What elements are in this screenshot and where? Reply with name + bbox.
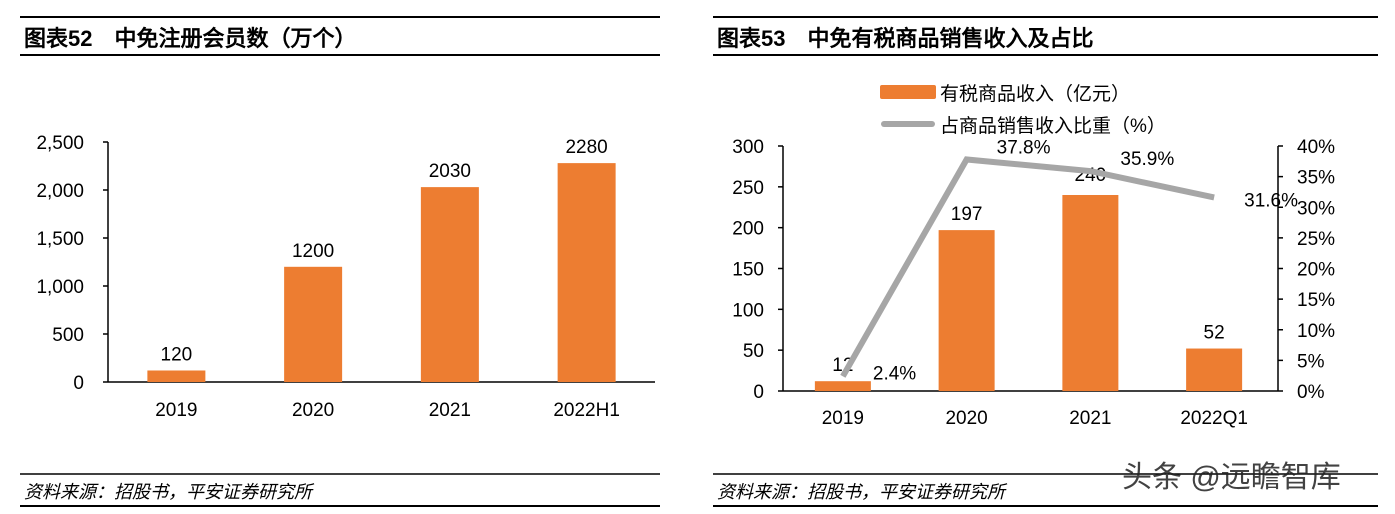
c1-title: 图表52 中免注册会员数（万个）: [24, 26, 356, 51]
c1-y-tick-label: 1,500: [36, 229, 84, 250]
c2-line-data-label: 2.4%: [873, 363, 916, 384]
c1-data-label: 1200: [292, 241, 334, 262]
c2-left-tick-label: 100: [732, 300, 764, 321]
c2-title: 图表53 中免有税商品销售收入及占比: [717, 26, 1093, 51]
c2-line-data-label: 35.9%: [1120, 149, 1174, 170]
c1-bar: [284, 266, 343, 382]
c1-data-label: 2030: [429, 161, 471, 182]
c2-right-tick-label: 0%: [1297, 382, 1325, 403]
c1-y-tick-label: 500: [52, 325, 84, 346]
c2-line-data-label: 31.6%: [1244, 190, 1298, 211]
c2-legend: 有税商品收入（亿元） 占商品销售收入比重（%）: [880, 83, 1166, 137]
c1-y-tick-label: 1,000: [36, 277, 84, 298]
c2-x-tick-label: 2021: [1069, 408, 1111, 429]
c1-source: 资料来源：招股书，平安证券研究所: [24, 482, 315, 502]
legend-bar-label: 有税商品收入（亿元）: [940, 83, 1130, 105]
c2-right-tick-label: 25%: [1297, 229, 1335, 250]
watermark: 头条 @远瞻智库: [1122, 461, 1341, 494]
c2-right-tick-label: 5%: [1297, 351, 1325, 372]
c1-data-label: 120: [161, 344, 193, 365]
c2-left-tick-label: 150: [732, 260, 764, 281]
c2-right-tick-label: 40%: [1297, 137, 1335, 158]
c1-x-tick-label: 2022H1: [553, 400, 620, 421]
c2-left-tick-label: 300: [732, 137, 764, 158]
c2-source: 资料来源：招股书，平安证券研究所: [717, 482, 1008, 502]
c2-left-tick-label: 0: [753, 382, 764, 403]
c2-right-tick-label: 10%: [1297, 321, 1335, 342]
c2-right-tick-label: 35%: [1297, 168, 1335, 189]
c1-plot: 0 500 1,000 1,500 2,000 2,500 120 2019 1200 2020 2…: [36, 133, 655, 421]
c2-line-data-label: 37.8%: [997, 137, 1051, 158]
c1-data-label: 2280: [565, 137, 607, 158]
c1-y-tick-label: 0: [73, 373, 84, 394]
c2-bar: [814, 381, 871, 391]
c1-x-tick-label: 2019: [155, 400, 197, 421]
legend-bar-swatch: [880, 85, 936, 99]
c2-left-tick-label: 200: [732, 219, 764, 240]
c1-bar: [147, 370, 206, 382]
c2-right-tick-label: 20%: [1297, 260, 1335, 281]
c2-x-tick-label: 2020: [945, 408, 987, 429]
c2-bar: [938, 230, 995, 391]
c2-right-tick-label: 15%: [1297, 290, 1335, 311]
c2-bar-data-label: 52: [1204, 323, 1225, 344]
c1-bar: [557, 163, 616, 382]
legend-line-label: 占商品销售收入比重（%）: [940, 115, 1166, 137]
c2-right-tick-label: 30%: [1297, 198, 1335, 219]
c1-bar: [420, 187, 479, 382]
c2-x-tick-label: 2022Q1: [1180, 408, 1248, 429]
c2-bar-data-label: 197: [951, 204, 983, 225]
c1-y-tick-label: 2,500: [36, 133, 84, 154]
c2-left-tick-label: 50: [743, 341, 764, 362]
c2-ratio-line: [840, 156, 1215, 378]
c1-x-tick-label: 2020: [292, 400, 334, 421]
c2-bar: [1062, 195, 1119, 391]
c1-x-tick-label: 2021: [429, 400, 471, 421]
c2-x-tick-label: 2019: [822, 408, 864, 429]
c2-left-tick-label: 250: [732, 178, 764, 199]
c1-y-tick-label: 2,000: [36, 181, 84, 202]
c2-bar: [1186, 348, 1243, 391]
c2-plot: 0 50 100 150 200 250 300 0% 5% 10% 15% 20% 25% 30% 35%…: [732, 137, 1335, 429]
